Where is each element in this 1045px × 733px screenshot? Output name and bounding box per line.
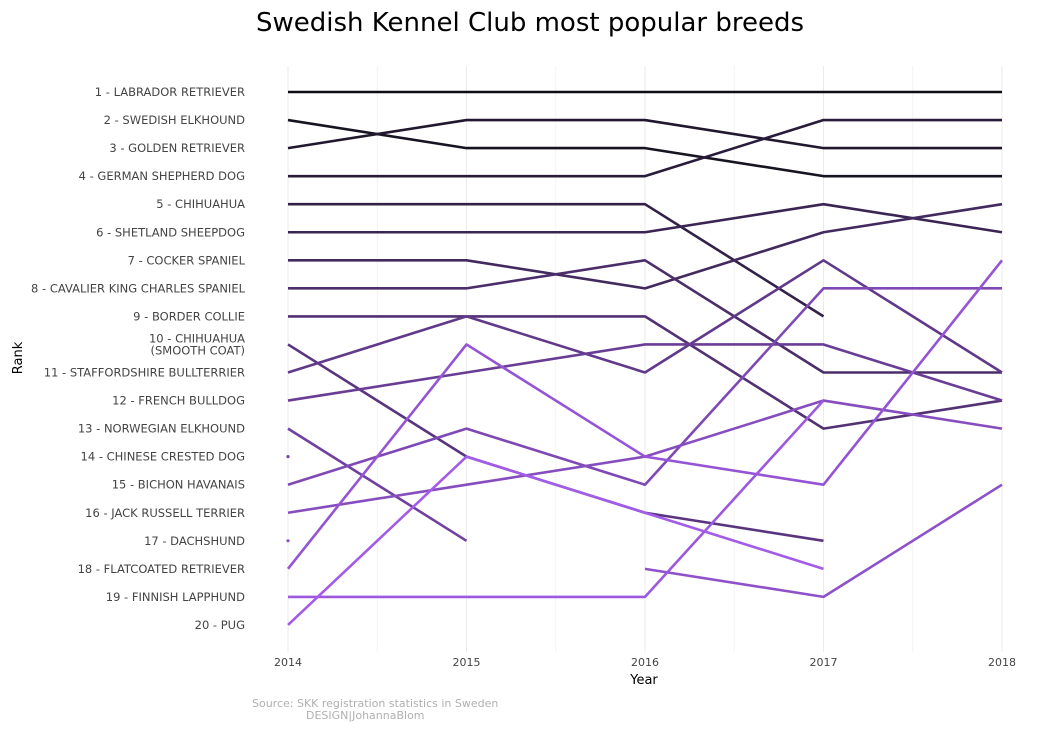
series-11 (287, 258, 1003, 374)
y-tick-label: 20 - PUG (195, 618, 245, 632)
y-tick-label: 1 - LABRADOR RETRIEVER (95, 85, 245, 99)
y-tick-label: 15 - BICHON HAVANAIS (112, 478, 245, 492)
series-4 (288, 118, 1002, 178)
series-line (288, 315, 1003, 430)
y-tick-label: 13 - NORWEGIAN ELKHOUND (78, 422, 245, 436)
y-tick-label: 3 - GOLDEN RETRIEVER (109, 141, 245, 155)
y-tick-label: 5 - CHIHUAHUA (156, 197, 245, 211)
y-tick-label: 2 - SWEDISH ELKHOUND (104, 113, 245, 127)
y-tick-label: 18 - FLATCOATED RETRIEVER (78, 562, 245, 576)
series-line (287, 258, 1003, 374)
series-6 (288, 202, 1003, 234)
series-20 (287, 455, 824, 626)
y-tick-label: 16 - JACK RUSSELL TERRIER (85, 506, 245, 520)
series-7 (288, 202, 1003, 290)
source-text: Source: SKK registration statistics in S… (252, 697, 499, 710)
series-line (288, 258, 1002, 374)
series-line (644, 483, 1003, 599)
series-line (287, 343, 1003, 402)
y-tick-label: 8 - CAVALIER KING CHARLES SPANIEL (31, 281, 246, 295)
series-12 (287, 343, 1003, 402)
series-3 (287, 118, 1002, 150)
y-tick-label: 11 - STAFFORDSHIRE BULLTERRIER (44, 366, 245, 380)
series-line (286, 259, 1004, 570)
series-line (287, 118, 1002, 150)
source-note: Source: SKK registration statistics in S… (252, 698, 498, 722)
y-tick-label: 6 - SHETLAND SHEEPDOG (96, 225, 245, 239)
design-credit: DESIGN|JohannaBlom (306, 709, 425, 722)
y-axis-label: Rank (11, 341, 26, 374)
series-line (287, 287, 1002, 487)
series-line (288, 118, 1002, 178)
x-tick-label: 2016 (631, 656, 659, 669)
x-tick-label: 2015 (453, 656, 481, 669)
series-line (288, 202, 1003, 234)
y-tick-label: 9 - BORDER COLLIE (133, 309, 245, 323)
series-2 (287, 118, 1002, 178)
series-19 (288, 399, 825, 599)
x-axis-label: Year (629, 673, 658, 688)
series-18 (286, 259, 1004, 570)
series-point (286, 539, 290, 543)
y-tick-label: 12 - FRENCH BULLDOG (112, 394, 245, 408)
chart-title: Swedish Kennel Club most popular breeds (255, 8, 804, 38)
y-tick-label: 14 - CHINESE CRESTED DOG (81, 450, 245, 464)
series-layer (286, 90, 1004, 626)
series-14 (286, 455, 290, 459)
y-tick-label: 10 - CHIHUAHUA (SMOOTH COAT) (149, 331, 245, 357)
series-line (288, 399, 825, 599)
series-13 (287, 427, 468, 542)
series-17 (286, 483, 1003, 599)
x-tick-labels: 2014 2015 2016 2017 2018 (274, 656, 1016, 669)
grid-layer (287, 66, 1003, 652)
series-line (288, 202, 1003, 290)
y-tick-label: 17 - DACHSHUND (144, 534, 245, 548)
series-point (286, 455, 290, 459)
y-tick-labels: 1 - LABRADOR RETRIEVER 2 - SWEDISH ELKHOU… (31, 85, 246, 632)
series-line (287, 118, 1002, 178)
series-8 (288, 258, 1002, 374)
series-line (287, 427, 468, 542)
y-tick-label: 7 - COCKER SPANIEL (128, 253, 246, 267)
y-tick-label: 19 - FINNISH LAPPHUND (106, 590, 245, 604)
series-line (287, 455, 824, 626)
x-tick-label: 2018 (988, 656, 1016, 669)
x-tick-label: 2014 (274, 656, 302, 669)
x-tick-label: 2017 (810, 656, 838, 669)
series-15 (287, 287, 1002, 487)
y-tick-label: 4 - GERMAN SHEPHERD DOG (79, 169, 245, 183)
series-9 (288, 315, 1003, 430)
